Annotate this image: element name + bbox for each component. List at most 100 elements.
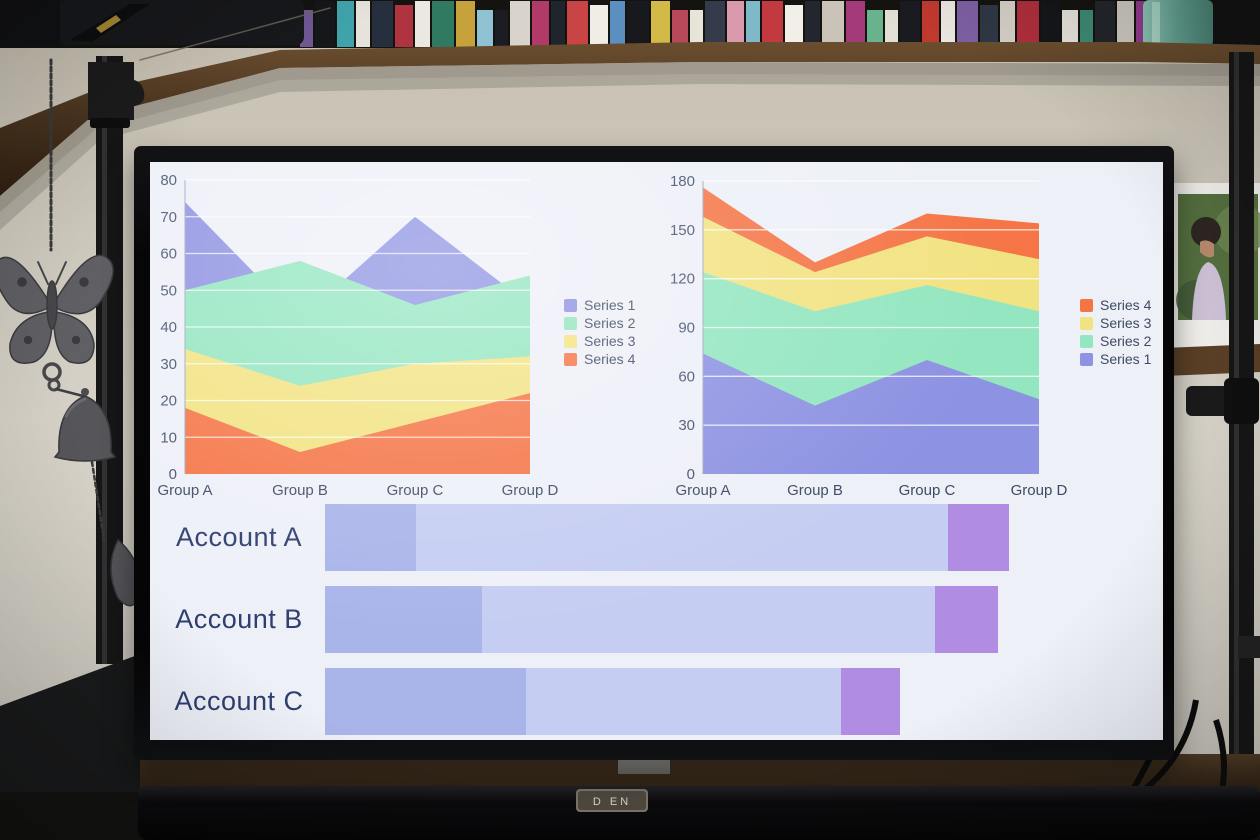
dvd-spine bbox=[957, 1, 978, 47]
y-tick-label: 120 bbox=[670, 271, 695, 288]
y-tick-label: 60 bbox=[678, 368, 695, 385]
legend-item-series-2: Series 2 bbox=[1080, 332, 1151, 350]
dvd-spine bbox=[627, 1, 649, 47]
tv-bezel: 0 10 20 30 40 50 60 70 80 Group A Group B Group C Gr… bbox=[134, 146, 1174, 760]
y-tick-label: 70 bbox=[160, 209, 177, 226]
dvd-spine bbox=[900, 1, 920, 47]
dvd-spine bbox=[1041, 1, 1060, 47]
bag-accent bbox=[96, 15, 121, 33]
legend-swatch bbox=[564, 316, 577, 330]
legend-swatch bbox=[564, 334, 577, 348]
dvd-spine bbox=[610, 1, 625, 47]
legend-label: Series 4 bbox=[584, 351, 636, 367]
x-category-label: Group B bbox=[272, 482, 328, 499]
y-tick-label: 150 bbox=[670, 222, 695, 239]
series-1-stacked-area bbox=[703, 353, 1039, 474]
dvd-spine bbox=[372, 1, 393, 47]
legend-label: Series 1 bbox=[1100, 351, 1152, 367]
bar-segment-3 bbox=[948, 504, 1010, 571]
bar-segment-3 bbox=[841, 668, 901, 735]
bar-segment-2 bbox=[481, 586, 935, 653]
dvd-spine bbox=[1017, 1, 1039, 47]
bar-category-label: Account B bbox=[175, 603, 303, 634]
dvd-spine bbox=[590, 5, 608, 47]
dvd-spine bbox=[651, 1, 670, 47]
pipe-left-highlight bbox=[102, 56, 107, 664]
pipe-right-clamp bbox=[1238, 636, 1260, 658]
legend-swatch bbox=[564, 298, 577, 312]
glass-jar bbox=[1143, 0, 1213, 47]
legend-label: Series 3 bbox=[584, 333, 636, 349]
dvd-spine bbox=[551, 1, 565, 47]
chime-link bbox=[47, 378, 61, 392]
bar-segment-2 bbox=[525, 668, 842, 735]
dvd-spine bbox=[315, 1, 335, 47]
legend-item-series-4: Series 4 bbox=[1080, 296, 1151, 314]
area-stacked: 0 30 60 90 120 150 180 Group A Group B Group C Gro… bbox=[670, 173, 1068, 499]
dvd-spine bbox=[822, 1, 844, 47]
dvd-spine bbox=[785, 5, 803, 47]
y-tick-label: 180 bbox=[670, 173, 695, 190]
y-tick-label: 90 bbox=[678, 320, 695, 337]
bar-track bbox=[325, 586, 1010, 653]
dvd-spine bbox=[727, 1, 744, 47]
bar-category-label: Account A bbox=[175, 521, 303, 552]
photo-person-body bbox=[1192, 262, 1226, 320]
legend-swatch bbox=[564, 352, 577, 366]
soundbar-badge-text: D EN bbox=[593, 796, 631, 808]
area-charts-canvas: 0 10 20 30 40 50 60 70 80 Group A Group B Group C Gr… bbox=[157, 172, 1068, 499]
photo-person-head bbox=[1191, 217, 1221, 247]
dvd-spine bbox=[337, 1, 354, 47]
bar-track bbox=[325, 504, 1010, 571]
legend-label: Series 3 bbox=[1100, 315, 1152, 331]
dvd-spine bbox=[690, 10, 703, 47]
legend-item-series-2: Series 2 bbox=[564, 314, 635, 332]
legend-item-series-1: Series 1 bbox=[1080, 350, 1151, 368]
horizontal-bar-chart: Account A Account B Account C bbox=[150, 162, 1163, 740]
shelf-right-corner bbox=[1213, 0, 1260, 52]
bell-rod bbox=[54, 387, 85, 398]
dvd-spine bbox=[1095, 1, 1115, 47]
mount-wire bbox=[139, 7, 331, 61]
dvd-spine bbox=[805, 1, 820, 47]
y-tick-label: 40 bbox=[160, 319, 177, 336]
dvd-spine bbox=[672, 10, 688, 47]
dvd-spine bbox=[532, 1, 549, 47]
x-category-label: Group D bbox=[502, 482, 559, 499]
y-tick-label: 20 bbox=[160, 393, 177, 410]
dvd-spine bbox=[495, 10, 508, 47]
bar-segment-1 bbox=[325, 504, 417, 571]
dvd-spine bbox=[867, 10, 883, 47]
dvd-spine bbox=[1080, 10, 1093, 47]
x-category-label: Group D bbox=[1011, 482, 1068, 499]
legend-swatch bbox=[1080, 352, 1093, 366]
bar-segment-1 bbox=[325, 586, 482, 653]
dvd-spine bbox=[456, 1, 475, 47]
legend-overlapping-chart: Series 1 Series 2 Series 3 Series 4 bbox=[564, 296, 635, 368]
pipe-left-collar bbox=[90, 118, 130, 128]
legend-label: Series 4 bbox=[1100, 297, 1152, 313]
books-left-corner bbox=[0, 0, 60, 46]
bar-segment-1 bbox=[325, 668, 526, 735]
dvd-spine bbox=[941, 1, 955, 47]
bar-track bbox=[325, 668, 1010, 735]
bar-row-account-a: Account A bbox=[150, 504, 1163, 571]
y-tick-label: 10 bbox=[160, 429, 177, 446]
dvd-spine bbox=[477, 10, 493, 47]
clapper-chain bbox=[90, 460, 106, 542]
pipe-right-coupler bbox=[1224, 378, 1259, 424]
bell-ornament bbox=[53, 388, 117, 462]
y-tick-label: 50 bbox=[160, 282, 177, 299]
area-overlapping: 0 10 20 30 40 50 60 70 80 Group A Group B Group C Gr… bbox=[157, 172, 558, 499]
dvd-spines bbox=[300, 1, 1150, 47]
dvd-spine bbox=[746, 1, 760, 47]
legend-label: Series 1 bbox=[584, 297, 636, 313]
y-tick-label: 60 bbox=[160, 246, 177, 263]
dvd-spine bbox=[846, 1, 865, 47]
jar-highlight bbox=[1152, 2, 1160, 45]
soundbar bbox=[138, 786, 1260, 840]
dvd-spine bbox=[1062, 10, 1078, 47]
dvd-spine bbox=[432, 1, 454, 47]
legend-swatch bbox=[1080, 316, 1093, 330]
y-tick-label: 0 bbox=[169, 466, 177, 483]
